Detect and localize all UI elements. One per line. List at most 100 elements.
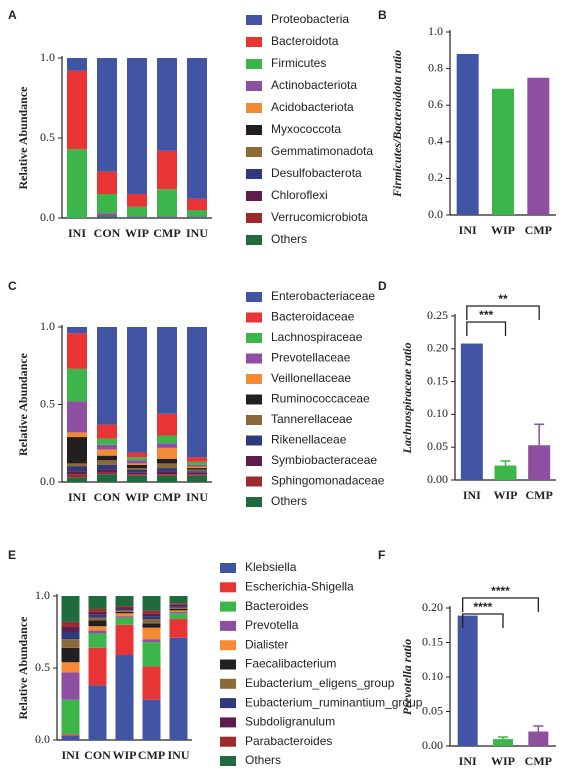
x-tick-label: WIP <box>125 490 149 504</box>
bar-segment <box>88 611 107 615</box>
bar-segment <box>115 596 134 607</box>
x-tick-label: INI <box>459 223 477 237</box>
y-tick-label: 0.0 <box>428 207 443 221</box>
legend-swatch <box>246 415 262 425</box>
bar-segment <box>61 647 80 663</box>
bar-segment <box>97 449 117 456</box>
x-tick-label: INI <box>68 226 86 240</box>
x-tick-label: CON <box>94 226 121 240</box>
bar-segment <box>157 189 177 217</box>
bar-segment <box>127 469 147 473</box>
x-tick-label: WIP <box>491 754 515 768</box>
bar <box>494 465 517 480</box>
bar-segment <box>127 463 147 465</box>
bar-segment <box>127 194 147 207</box>
bar-segment <box>187 457 207 462</box>
y-axis-title: Relative Abundance <box>16 352 30 456</box>
y-tick-label: 0.20 <box>422 600 443 614</box>
bar <box>528 445 551 480</box>
bar-segment <box>142 627 161 640</box>
bar-segment <box>157 458 177 464</box>
legend-label: Others <box>271 232 307 246</box>
legend-swatch <box>220 698 236 709</box>
bar <box>460 343 483 480</box>
legend-swatch <box>220 563 236 573</box>
bar-segment <box>157 471 177 475</box>
legend-swatch <box>246 353 262 364</box>
bar-segment <box>115 607 134 609</box>
legend-swatch <box>220 736 236 747</box>
bar-segment <box>67 401 87 433</box>
legend-swatch <box>246 456 262 466</box>
bar-segment <box>157 468 177 472</box>
bar-segment <box>115 606 134 608</box>
x-tick-label: CON <box>84 748 111 762</box>
bar-segment <box>97 58 117 172</box>
bar-segment <box>187 469 207 472</box>
bar-segment <box>61 662 80 673</box>
legend-swatch <box>246 59 262 69</box>
bar-segment <box>142 642 161 667</box>
significance-label: *** <box>479 308 493 322</box>
y-tick-label: 0.15 <box>427 373 448 387</box>
bar-segment <box>142 619 161 624</box>
bar-segment <box>61 735 80 740</box>
bar-segment <box>187 198 207 210</box>
bar-segment <box>157 447 177 459</box>
bar-segment <box>97 469 117 473</box>
bar-segment <box>97 216 117 218</box>
bar-segment <box>67 70 87 150</box>
y-tick-label: 0.20 <box>427 341 448 355</box>
legend-swatch <box>246 235 262 245</box>
panel-label: E <box>8 548 16 562</box>
bar-segment <box>169 607 188 609</box>
x-tick-label: CMP <box>153 490 180 504</box>
x-tick-label: WIP <box>125 226 149 240</box>
y-tick-label: 0.15 <box>422 634 443 648</box>
significance-label: **** <box>473 600 492 614</box>
legend-label: Firmicutes <box>271 56 326 70</box>
bar-segment <box>61 672 80 700</box>
legend-label: Myxococcota <box>271 122 341 136</box>
significance-bracket <box>466 321 507 336</box>
bar-segment <box>187 217 207 218</box>
legend-swatch <box>246 497 262 507</box>
legend-swatch <box>220 756 236 766</box>
bar-segment <box>187 327 207 458</box>
bar-segment <box>142 699 161 740</box>
legend-swatch <box>246 147 262 157</box>
bar-segment <box>67 432 87 438</box>
legend-label: Rikenellaceae <box>271 433 347 447</box>
legend-label: Bacteroidaceae <box>271 310 355 324</box>
bar-segment <box>142 610 161 614</box>
bar-segment <box>88 685 107 740</box>
panel-label: B <box>378 8 387 22</box>
legend-label: Ruminococcaceae <box>271 392 370 406</box>
bar-segment <box>67 333 87 369</box>
legend-swatch <box>246 333 262 343</box>
x-tick-label: INI <box>463 488 481 502</box>
legend-label: Eubacterium_ruminantium_group <box>245 695 423 709</box>
bar-segment <box>67 471 87 475</box>
legend-swatch <box>220 717 236 728</box>
bar-segment <box>142 596 161 611</box>
bar-segment <box>97 472 117 475</box>
bar-segment <box>97 424 117 439</box>
bar-segment <box>127 472 147 475</box>
bar-segment <box>157 475 177 482</box>
bar-segment <box>127 217 147 218</box>
legend-swatch <box>246 312 262 323</box>
bar-segment <box>127 460 147 464</box>
y-tick-label: 0.5 <box>35 660 50 674</box>
legend-label: Gemmatimonadota <box>271 144 373 158</box>
y-tick-label: 0.6 <box>428 97 443 111</box>
bar-segment <box>67 58 87 71</box>
bar-segment <box>97 327 117 425</box>
bar-segment <box>67 437 87 464</box>
bar-segment <box>169 603 188 605</box>
bar-segment <box>88 617 107 621</box>
legend-swatch <box>246 394 262 405</box>
bar-segment <box>61 626 80 632</box>
bar-segment <box>61 596 80 622</box>
x-tick-label: CMP <box>525 223 552 237</box>
